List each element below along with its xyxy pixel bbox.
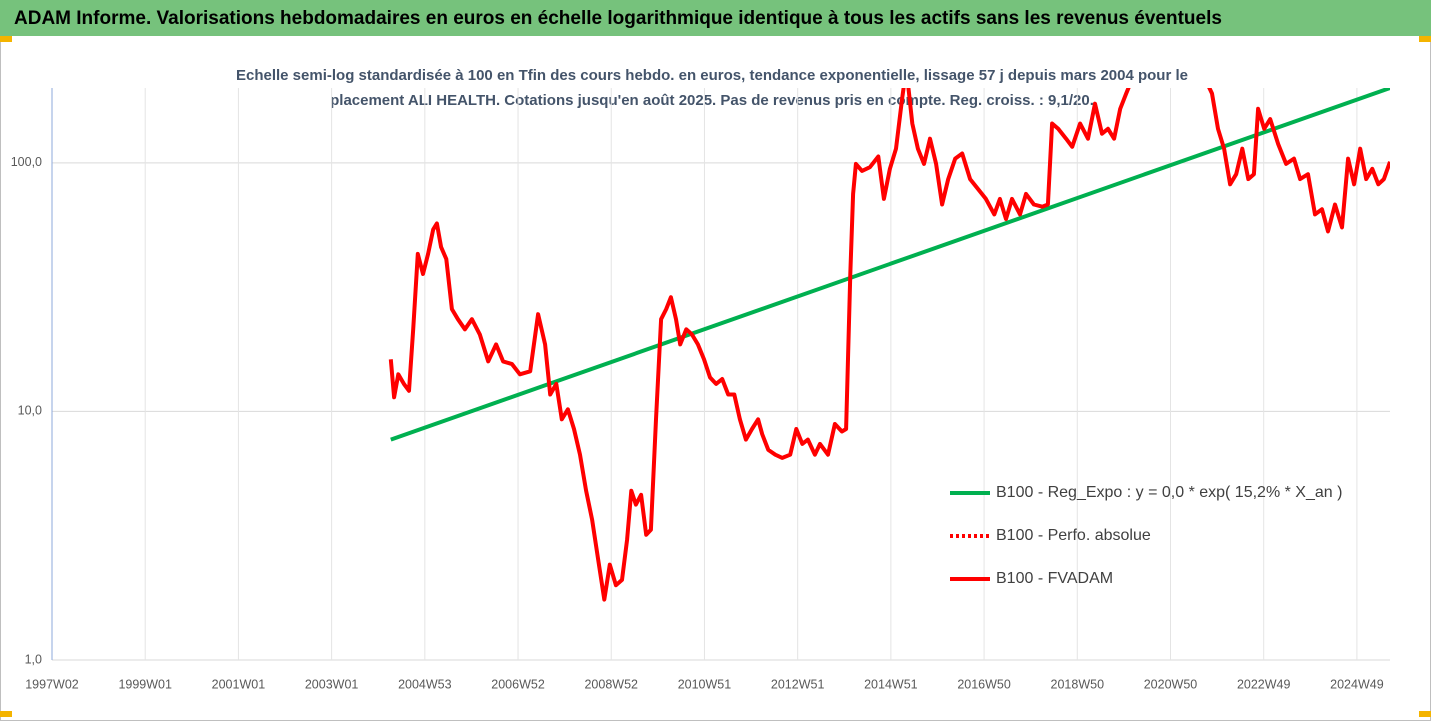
series-line — [388, 88, 1390, 602]
legend-label: B100 - Perfo. absolue — [996, 527, 1151, 544]
x-tick-label: 2018W50 — [1051, 677, 1105, 691]
x-tick-label: 2003W01 — [305, 677, 359, 691]
plot — [388, 88, 1390, 602]
corner-mark — [1419, 711, 1431, 717]
header-bar — [0, 0, 1431, 36]
x-tick-label: 2004W53 — [398, 677, 452, 691]
legend-label: B100 - FVADAM — [996, 570, 1113, 587]
x-tick-label: 2016W50 — [957, 677, 1011, 691]
x-tick-label: 2001W01 — [212, 677, 266, 691]
x-tick-label: 2006W52 — [491, 677, 545, 691]
chart-title: ADAM Informe. Valorisations hebdomadaire… — [14, 8, 1222, 29]
x-tick-label: 2008W52 — [584, 677, 638, 691]
legend-label: B100 - Reg_Expo : y = 0,0 * exp( 15,2% *… — [996, 484, 1342, 501]
chart-subtitle: Echelle semi-log standardisée à 100 en T… — [236, 67, 1188, 84]
corner-mark — [0, 711, 12, 717]
y-tick-label: 100,0 — [11, 155, 42, 169]
x-tick-label: 2010W51 — [678, 677, 732, 691]
x-tick-label: 2022W49 — [1237, 677, 1291, 691]
x-tick-label: 1999W01 — [118, 677, 172, 691]
x-tick-label: 2012W51 — [771, 677, 825, 691]
y-tick-label: 10,0 — [18, 404, 42, 418]
x-tick-label: 2014W51 — [864, 677, 918, 691]
x-tick-label: 1997W02 — [25, 677, 79, 691]
y-tick-label: 1,0 — [25, 652, 42, 666]
corner-mark — [1419, 36, 1431, 42]
x-tick-label: 2024W49 — [1330, 677, 1384, 691]
x-tick-label: 2020W50 — [1144, 677, 1198, 691]
corner-mark — [0, 36, 12, 42]
chart-subtitle: placement ALI HEALTH. Cotations jusqu'en… — [330, 92, 1094, 109]
